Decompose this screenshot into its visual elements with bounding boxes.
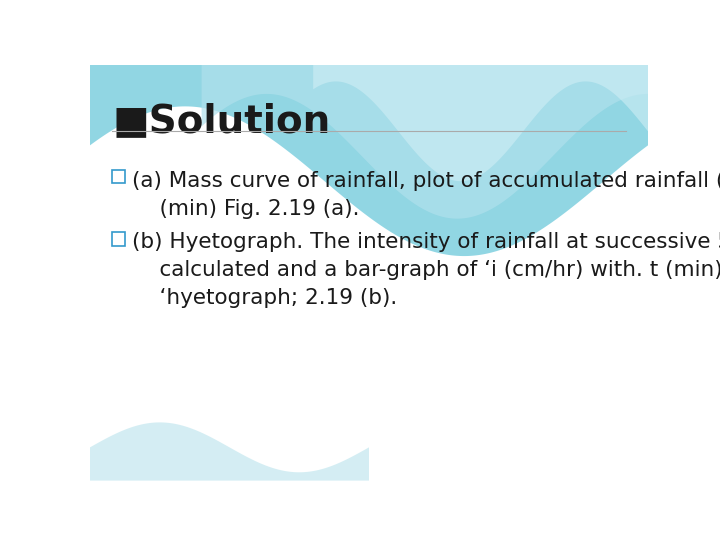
Bar: [112, 170, 125, 183]
Text: ■Solution: ■Solution: [112, 102, 330, 140]
Text: (a) Mass curve of rainfall, plot of accumulated rainfall (cm) with time
    (min: (a) Mass curve of rainfall, plot of accu…: [132, 171, 720, 219]
Polygon shape: [202, 65, 648, 219]
Polygon shape: [90, 65, 648, 256]
Text: (b) Hyetograph. The intensity of rainfall at successive 5 min interval is
    ca: (b) Hyetograph. The intensity of rainfal…: [132, 232, 720, 308]
Polygon shape: [90, 422, 369, 481]
Polygon shape: [313, 65, 648, 181]
Bar: [112, 232, 125, 246]
